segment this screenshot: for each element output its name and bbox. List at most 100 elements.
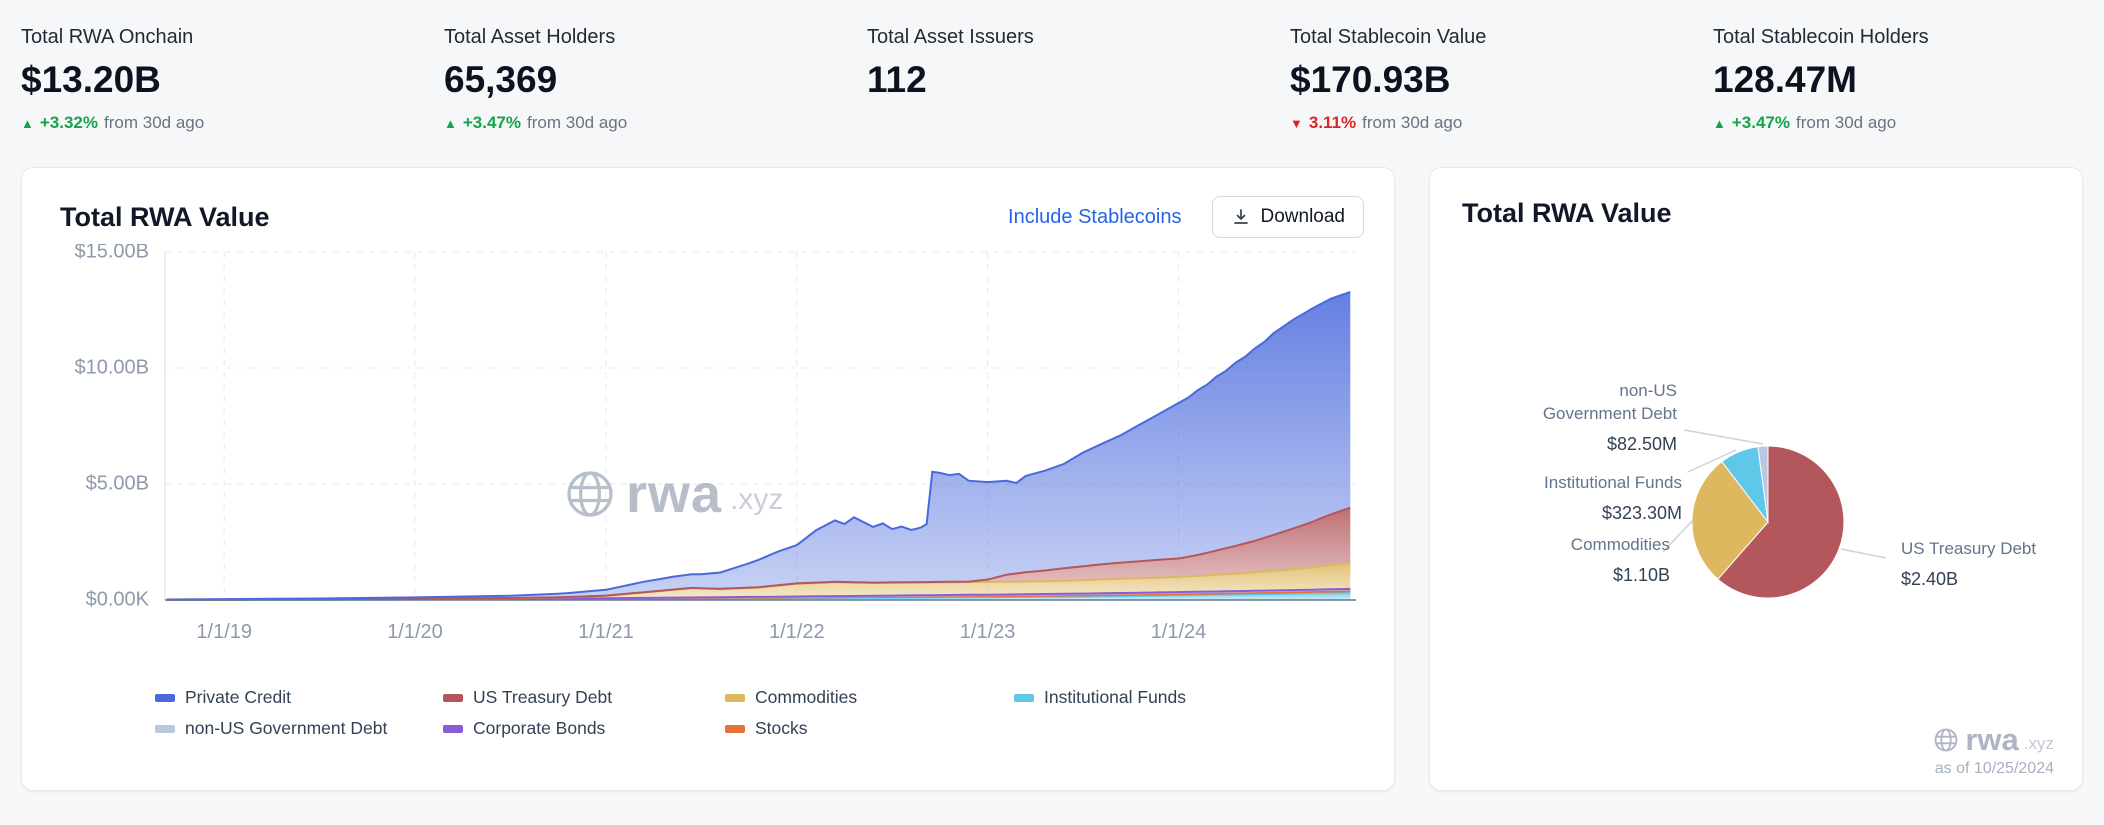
chart-legend: Private Credit US Treasury Debt Commoditie…	[155, 687, 1394, 739]
slice-name: Government Debt	[1542, 403, 1677, 423]
change-percent: +3.47%	[1731, 113, 1791, 132]
area-series-commodities	[166, 563, 1351, 600]
change-suffix: from 30d ago	[527, 113, 628, 132]
trend-up-icon: ▲	[444, 115, 457, 131]
legend-swatch	[155, 724, 175, 733]
area-series-institutional-funds	[166, 592, 1351, 600]
change-percent: +3.47%	[462, 113, 522, 132]
area-series-private-credit	[166, 291, 1351, 600]
legend-item-non-us-government-debt[interactable]: non-US Government Debt	[155, 718, 443, 739]
legend-swatch	[725, 724, 745, 733]
pie-leader-line	[1662, 519, 1694, 553]
download-button[interactable]: Download	[1211, 196, 1364, 238]
stat-value: 112	[867, 59, 927, 100]
legend-item-private-credit[interactable]: Private Credit	[155, 687, 443, 708]
stat-total-rwa-onchain: Total RWA Onchain $13.20B ▲ +3.32% from …	[21, 26, 444, 133]
stat-change: ▲ +3.32% from 30d ago	[21, 113, 444, 133]
area-series-us-treasury-debt	[166, 507, 1351, 600]
download-label: Download	[1260, 206, 1346, 227]
pie-slice-us-treasury-debt[interactable]	[1717, 445, 1845, 599]
y-tick-label: $15.00B	[74, 244, 149, 262]
pie-slice-commodities[interactable]	[1691, 460, 1769, 580]
legend-label: Institutional Funds	[1044, 687, 1187, 707]
pie-label-institutional-funds: Institutional Funds $323.30M	[1430, 472, 1682, 525]
x-tick-label: 1/1/22	[769, 621, 825, 643]
legend-label: Stocks	[755, 718, 808, 738]
stat-value: $13.20B	[21, 59, 161, 100]
stat-change: ▲ +3.47% from 30d ago	[444, 113, 867, 133]
x-tick-label: 1/1/23	[960, 621, 1016, 643]
area-line-corporate-bonds	[166, 587, 1351, 601]
x-tick-label: 1/1/21	[578, 621, 634, 643]
total-rwa-value-chart-card: Total RWA Value Include Stablecoins Down…	[21, 167, 1395, 791]
stat-value: $170.93B	[1290, 59, 1451, 100]
trend-up-icon: ▲	[1713, 115, 1726, 131]
legend-swatch	[443, 693, 463, 702]
stat-label: Total RWA Onchain	[21, 26, 194, 48]
stat-total-stablecoin-value: Total Stablecoin Value $170.93B ▼ 3.11% …	[1290, 26, 1713, 133]
chart-card-title: Total RWA Value	[60, 201, 270, 232]
area-line-us-treasury-debt	[166, 506, 1351, 601]
stat-change: ▼ 3.11% from 30d ago	[1290, 113, 1713, 133]
stat-change: ▲ +3.47% from 30d ago	[1713, 113, 2104, 133]
trend-up-icon: ▲	[21, 115, 34, 131]
trend-down-icon: ▼	[1290, 115, 1303, 131]
include-stablecoins-link[interactable]: Include Stablecoins	[1008, 205, 1182, 228]
kpi-stats-row: Total RWA Onchain $13.20B ▲ +3.32% from …	[0, 0, 2104, 133]
slice-name: US Treasury Debt	[1901, 539, 2037, 558]
slice-name: Institutional Funds	[1544, 473, 1682, 492]
download-icon	[1231, 207, 1251, 227]
legend-label: US Treasury Debt	[473, 687, 613, 707]
stat-value: 65,369	[444, 59, 558, 100]
y-tick-label: $10.00B	[74, 356, 149, 378]
slice-value: $323.30M	[1601, 502, 1682, 523]
pie-leader-line	[1687, 449, 1737, 473]
stat-label: Total Stablecoin Holders	[1713, 26, 1929, 48]
legend-item-stocks[interactable]: Stocks	[725, 718, 1014, 739]
pie-leader-line	[1840, 548, 1887, 559]
legend-swatch	[1014, 693, 1034, 702]
legend-swatch	[725, 693, 745, 702]
legend-swatch	[443, 724, 463, 733]
y-tick-label: $0.00K	[86, 588, 150, 610]
legend-label: Private Credit	[185, 687, 292, 707]
legend-item-commodities[interactable]: Commodities	[725, 687, 1014, 708]
change-suffix: from 30d ago	[104, 113, 205, 132]
area-line-private-credit	[166, 290, 1351, 601]
stacked-area-chart[interactable]: $0.00K $5.00B $10.00B $15.00B 1/1/19 1/1/20 1/…	[22, 240, 1394, 669]
stat-label: Total Asset Holders	[444, 26, 616, 48]
total-rwa-value-pie-card: Total RWA Value non-US Government Debt $…	[1429, 167, 2083, 791]
change-percent: +3.32%	[39, 113, 99, 132]
legend-swatch	[155, 693, 175, 702]
change-percent: 3.11%	[1308, 113, 1357, 132]
legend-label: Commodities	[755, 687, 858, 707]
pie-label-commodities: Commodities $1.10B	[1430, 534, 1670, 587]
x-tick-label: 1/1/24	[1151, 621, 1207, 643]
slice-value: $2.40B	[1901, 568, 1959, 589]
stat-label: Total Stablecoin Value	[1290, 26, 1487, 48]
pie-leader-line	[1683, 429, 1764, 445]
pie-label-non-us-government-debt: non-US Government Debt $82.50M	[1430, 380, 1677, 456]
legend-label: non-US Government Debt	[185, 718, 388, 738]
legend-item-us-treasury-debt[interactable]: US Treasury Debt	[443, 687, 725, 708]
slice-name: non-US	[1619, 381, 1677, 400]
legend-label: Corporate Bonds	[473, 718, 606, 738]
pie-card-title: Total RWA Value	[1462, 198, 1672, 228]
slice-value: $82.50M	[1606, 433, 1677, 454]
change-suffix: from 30d ago	[1796, 113, 1897, 132]
pie-label-us-treasury-debt: US Treasury Debt $2.40B	[1901, 538, 2036, 591]
change-suffix: from 30d ago	[1362, 113, 1463, 132]
slice-value: $1.10B	[1612, 564, 1670, 585]
pie-slice-non-us-government-debt[interactable]	[1757, 445, 1769, 523]
stat-value: 128.47M	[1713, 59, 1857, 100]
stat-label: Total Asset Issuers	[867, 26, 1034, 48]
stat-total-asset-issuers: Total Asset Issuers 112	[867, 26, 1290, 133]
x-tick-label: 1/1/19	[196, 621, 252, 643]
y-tick-label: $5.00B	[86, 472, 149, 494]
legend-item-institutional-funds[interactable]: Institutional Funds	[1014, 687, 1394, 708]
stat-total-asset-holders: Total Asset Holders 65,369 ▲ +3.47% from…	[444, 26, 867, 133]
x-tick-label: 1/1/20	[387, 621, 443, 643]
stat-total-stablecoin-holders: Total Stablecoin Holders 128.47M ▲ +3.47…	[1713, 26, 2104, 133]
slice-name: Commodities	[1570, 535, 1670, 554]
legend-item-corporate-bonds[interactable]: Corporate Bonds	[443, 718, 725, 739]
